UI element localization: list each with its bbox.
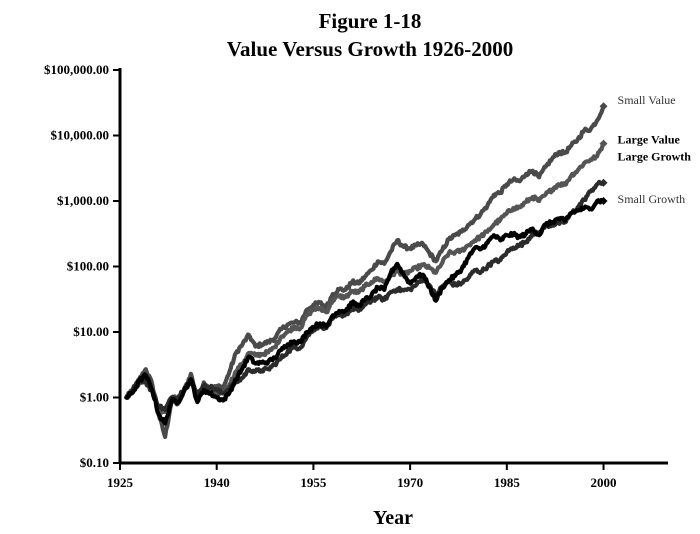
series-end-marker [599,139,608,148]
y-tick-label: $100,000.00 [44,62,109,77]
y-tick-label: $10,000.00 [51,128,110,143]
chart-title-line2: Value Versus Growth 1926-2000 [227,37,513,61]
x-axis-ticks: 1925 1940 1955 1970 1985 2000 [107,463,617,490]
chart-title-line1: Figure 1-18 [319,9,422,33]
y-tick-label: $100.00 [67,259,109,274]
x-tick-label: 1970 [397,475,423,490]
series-line-small-value [124,104,606,439]
x-tick-label: 1955 [300,475,327,490]
series-layer [124,102,608,439]
y-tick-label: $10.00 [73,324,109,339]
series-end-marker [599,178,608,187]
x-axis-label: Year [373,507,413,529]
y-axis-ticks: $0.10 $1.00 $10.00 $100.00 $1,000.00 $10,000.… [44,62,120,470]
x-tick-label: 1940 [204,475,230,490]
legend-label: Large Growth [618,150,692,164]
y-tick-label: $1.00 [80,390,109,405]
x-tick-label: 1925 [107,475,134,490]
series-line-large-growth [124,179,606,412]
series-line-small-growth [124,197,606,426]
x-tick-label: 1985 [494,475,521,490]
legend-label: Small Value [618,93,676,107]
x-tick-label: 2000 [591,475,617,490]
y-tick-label: $0.10 [80,455,109,470]
legend-label: Large Value [618,133,681,147]
series-end-marker [599,102,608,111]
legend-layer: Small Value Large Value Large Growth Small … [618,93,692,206]
y-tick-label: $1,000.00 [57,193,109,208]
legend-label: Small Growth [618,192,686,206]
series-end-marker [599,197,608,205]
